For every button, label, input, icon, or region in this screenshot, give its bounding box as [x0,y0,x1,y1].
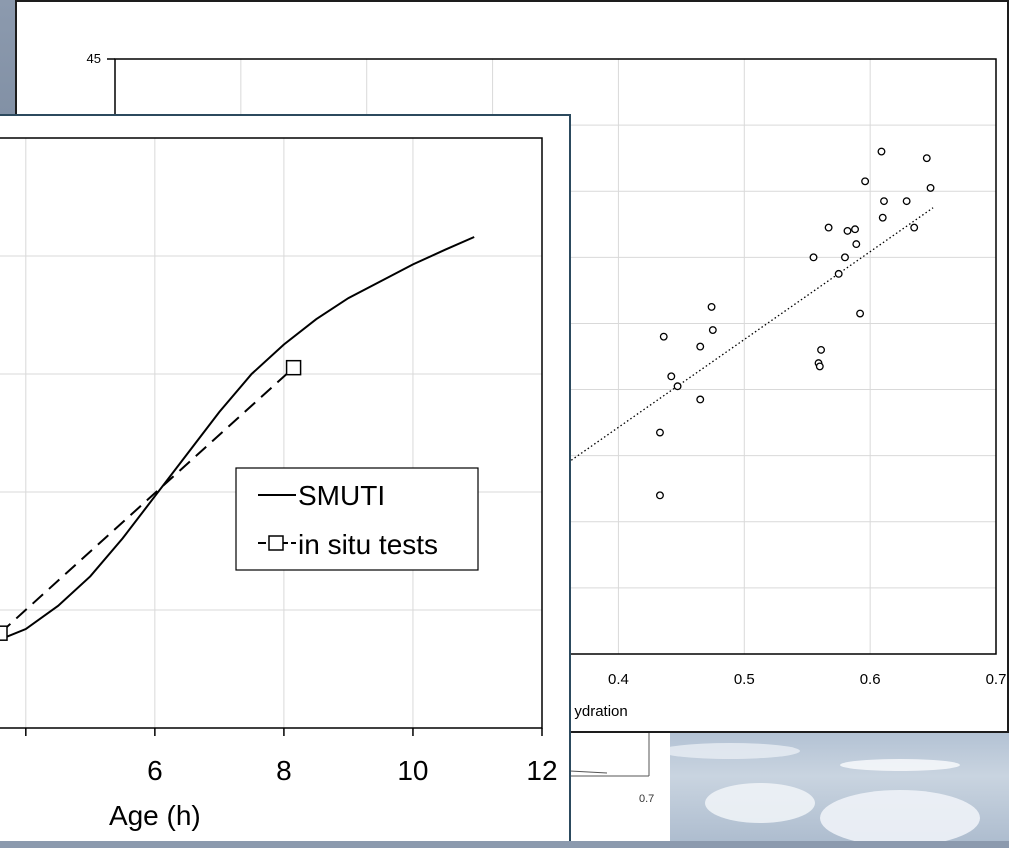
line-plot-frame [0,137,543,729]
cloud-shape [705,783,815,823]
in-situ-marker [0,625,8,641]
scatter-point [922,154,931,163]
line-x-axis-label: Age (h) [109,800,201,831]
scatter-point [659,332,668,341]
scatter-point [902,197,911,206]
scatter-point [656,491,664,500]
scatter-point [817,345,826,354]
scatter-point [707,302,716,311]
scatter-point [809,253,818,262]
scatter-point [852,240,861,249]
cloud-image [670,743,980,841]
scatter-point [673,382,682,391]
background-chart-fragment: 5 0.7 [555,733,675,841]
scatter-x-tick-label: 0.6 [860,671,881,688]
scatter-point [880,197,888,206]
line-chart: 6 8 10 12 Age (h) SMUTI in situ tests [0,137,558,831]
scatter-point [834,269,843,278]
scatter-x-tick-label: 0.7 [986,671,1007,688]
line-x-tick-label: 12 [526,755,557,786]
scatter-point [878,213,887,222]
scatter-point [696,342,705,351]
line-chart-panel: 6 8 10 12 Age (h) SMUTI in situ tests [0,114,571,841]
scatter-point [910,223,919,232]
background-chart-svg: 5 0.7 [562,733,654,805]
scatter-point [841,253,849,262]
scatter-point [861,177,870,186]
sky-photo [670,733,1009,841]
cloud-shape [820,790,980,841]
cloud-shape [670,743,800,759]
cloud-shape [840,759,960,771]
scatter-x-tick-label: 0.4 [608,671,629,688]
background-tick-label: 0.7 [639,793,654,805]
line-x-tick-label: 10 [397,755,428,786]
legend-smuti-label: SMUTI [298,480,385,511]
in-situ-marker [285,359,302,376]
line-x-tick-label: 6 [147,755,163,786]
scatter-x-axis-label: ydration [574,703,627,720]
legend-box [235,467,479,571]
background-series-line [569,770,608,774]
scatter-point [696,395,705,404]
scatter-point [926,183,935,192]
scatter-point [667,372,676,381]
scatter-y-tick-label: 45 [87,51,101,66]
scatter-point [851,225,859,234]
scatter-point [708,326,717,335]
legend-in-situ-label: in situ tests [298,529,438,560]
scatter-point [824,223,833,232]
scatter-point [815,362,824,371]
line-x-tick-label: 8 [276,755,292,786]
scatter-point [877,147,886,156]
series-smuti-line [0,236,475,641]
scatter-point [856,309,865,318]
scatter-point [843,226,852,235]
scatter-point [656,428,664,437]
legend-in-situ-marker [268,535,284,551]
scatter-trendline [492,207,934,516]
scatter-x-tick-label: 0.5 [734,671,755,688]
